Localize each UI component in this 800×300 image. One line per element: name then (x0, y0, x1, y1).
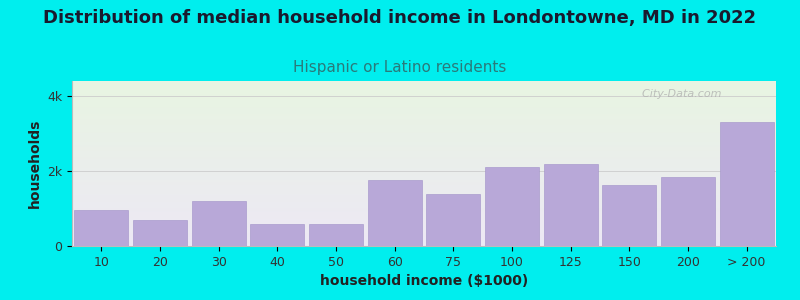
Text: Distribution of median household income in Londontowne, MD in 2022: Distribution of median household income … (43, 9, 757, 27)
Bar (661, 177, 715, 246)
Bar (485, 167, 539, 246)
X-axis label: household income ($1000): household income ($1000) (320, 274, 528, 288)
Bar (250, 224, 304, 246)
Bar (426, 194, 480, 246)
Bar (544, 164, 598, 246)
Text: City-Data.com: City-Data.com (635, 89, 722, 99)
Bar (133, 220, 187, 246)
Text: Hispanic or Latino residents: Hispanic or Latino residents (294, 60, 506, 75)
Bar (309, 224, 363, 246)
Bar (74, 210, 128, 246)
Bar (192, 201, 246, 246)
Bar (720, 122, 774, 246)
Bar (602, 185, 656, 246)
Y-axis label: households: households (27, 119, 42, 208)
Bar (368, 180, 422, 246)
